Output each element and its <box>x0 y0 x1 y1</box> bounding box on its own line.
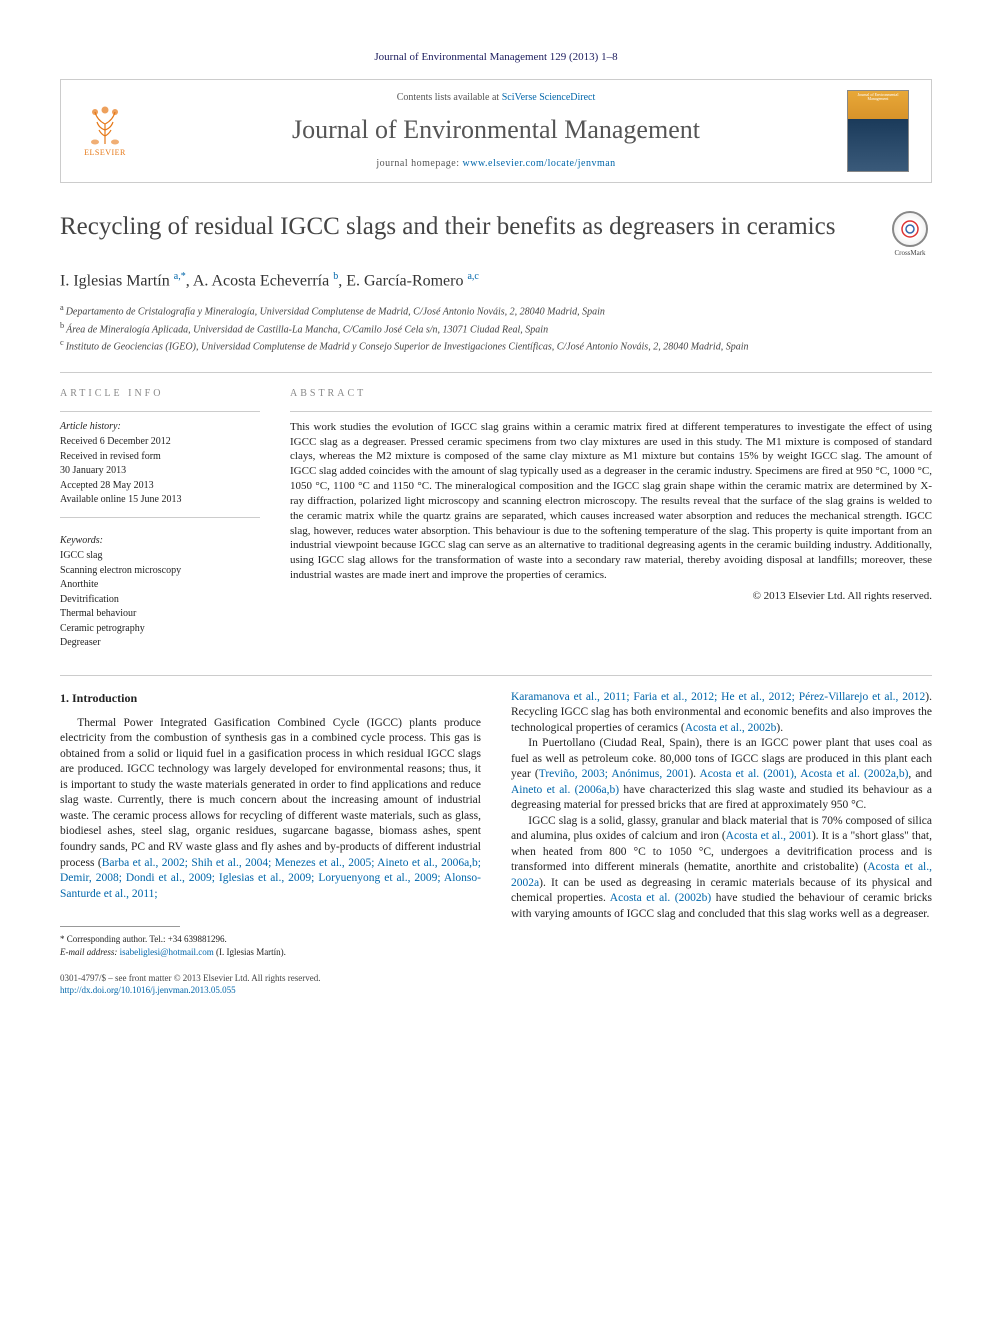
journal-banner: ELSEVIER Contents lists available at Sci… <box>60 79 932 183</box>
banner-center: Contents lists available at SciVerse Sci… <box>145 91 847 171</box>
rule-mid <box>60 675 932 676</box>
affiliations: aDepartamento de Cristalografía y Minera… <box>60 302 932 354</box>
affiliation-c: cInstituto de Geociencias (IGEO), Univer… <box>60 337 932 354</box>
p2-c: , and <box>908 768 932 780</box>
affiliation-a: aDepartamento de Cristalografía y Minera… <box>60 302 932 319</box>
citation[interactable]: Aineto et al. (2006a,b) <box>511 784 619 796</box>
abstract-block: ABSTRACT This work studies the evolution… <box>290 387 932 651</box>
publisher-name: ELSEVIER <box>84 148 126 159</box>
keyword: Scanning electron microscopy <box>60 564 260 578</box>
email-line: E-mail address: isabeliglesi@hotmail.com… <box>60 946 481 959</box>
header-citation: Journal of Environmental Management 129 … <box>60 50 932 65</box>
sciencedirect-link[interactable]: SciVerse ScienceDirect <box>502 92 596 103</box>
keyword: Thermal behaviour <box>60 607 260 621</box>
contents-prefix: Contents lists available at <box>397 92 502 103</box>
abstract-heading: ABSTRACT <box>290 387 932 401</box>
keyword: Devitrification <box>60 593 260 607</box>
keyword: Anorthite <box>60 578 260 592</box>
history-line: Accepted 28 May 2013 <box>60 479 260 493</box>
authors-line: I. Iglesias Martín a,*, A. Acosta Echeve… <box>60 270 932 292</box>
abstract-rule <box>290 411 932 412</box>
info-rule-1 <box>60 411 260 412</box>
intro-para-1: Thermal Power Integrated Gasification Co… <box>60 716 481 902</box>
citation-group[interactable]: Karamanova et al., 2011; Faria et al., 2… <box>511 691 925 703</box>
rule-top <box>60 372 932 373</box>
citation[interactable]: Acosta et al. (2002b) <box>610 892 711 904</box>
footnotes: * Corresponding author. Tel.: +34 639881… <box>60 933 481 958</box>
homepage-link[interactable]: www.elsevier.com/locate/jenvman <box>463 158 616 169</box>
crossmark-label: CrossMark <box>888 249 932 258</box>
info-rule-2 <box>60 517 260 518</box>
section-heading-intro: 1. Introduction <box>60 690 481 706</box>
email-label: E-mail address: <box>60 947 120 957</box>
intro-para-3: IGCC slag is a solid, glassy, granular a… <box>511 814 932 923</box>
journal-name: Journal of Environmental Management <box>145 112 847 147</box>
footnote-separator <box>60 926 180 927</box>
keyword: Degreaser <box>60 636 260 650</box>
intro-para-1-cont: Karamanova et al., 2011; Faria et al., 2… <box>511 690 932 737</box>
citation[interactable]: Acosta et al., 2001 <box>726 830 812 842</box>
page-container: Journal of Environmental Management 129 … <box>0 0 992 1037</box>
article-info-heading: ARTICLE INFO <box>60 387 260 401</box>
abstract-text: This work studies the evolution of IGCC … <box>290 420 932 583</box>
front-matter-line: 0301-4797/$ – see front matter © 2013 El… <box>60 972 481 984</box>
elsevier-logo: ELSEVIER <box>75 101 135 161</box>
doi-link[interactable]: http://dx.doi.org/10.1016/j.jenvman.2013… <box>60 984 481 996</box>
keyword: Ceramic petrography <box>60 622 260 636</box>
keywords-block: Keywords: IGCC slag Scanning electron mi… <box>60 534 260 650</box>
contents-line: Contents lists available at SciVerse Sci… <box>145 91 847 105</box>
column-left: 1. Introduction Thermal Power Integrated… <box>60 690 481 997</box>
column-right: Karamanova et al., 2011; Faria et al., 2… <box>511 690 932 997</box>
crossmark-widget[interactable]: CrossMark <box>888 211 932 258</box>
article-title: Recycling of residual IGCC slags and the… <box>60 211 868 242</box>
title-row: Recycling of residual IGCC slags and the… <box>60 211 932 258</box>
aff-c-text: Instituto de Geociencias (IGEO), Univers… <box>66 341 749 352</box>
aff-a-text: Departamento de Cristalografía y Mineral… <box>66 307 605 318</box>
corresponding-author: * Corresponding author. Tel.: +34 639881… <box>60 933 481 946</box>
email-suffix: (I. Iglesias Martín). <box>214 947 286 957</box>
abstract-copyright: © 2013 Elsevier Ltd. All rights reserved… <box>290 589 932 604</box>
p1-text: Thermal Power Integrated Gasification Co… <box>60 717 481 869</box>
citation[interactable]: Acosta et al., 2002b <box>685 722 777 734</box>
crossmark-icon <box>892 211 928 247</box>
history-line: Received 6 December 2012 <box>60 435 260 449</box>
elsevier-tree-icon <box>81 102 129 146</box>
body-columns: 1. Introduction Thermal Power Integrated… <box>60 690 932 997</box>
cover-thumb-title: Journal of Environmental Management <box>848 91 908 104</box>
p2-b: ). <box>689 768 699 780</box>
affiliation-b: bÁrea de Mineralogía Aplicada, Universid… <box>60 320 932 337</box>
citation-group[interactable]: Barba et al., 2002; Shih et al., 2004; M… <box>60 857 481 900</box>
homepage-line: journal homepage: www.elsevier.com/locat… <box>145 157 847 171</box>
keywords-label: Keywords: <box>60 534 260 548</box>
info-abstract-row: ARTICLE INFO Article history: Received 6… <box>60 387 932 651</box>
history-line: Available online 15 June 2013 <box>60 493 260 507</box>
journal-cover-thumbnail: Journal of Environmental Management <box>847 90 909 172</box>
p1b-close: ). <box>776 722 783 734</box>
footer-block: 0301-4797/$ – see front matter © 2013 El… <box>60 972 481 996</box>
email-link[interactable]: isabeliglesi@hotmail.com <box>120 947 214 957</box>
intro-para-2: In Puertollano (Ciudad Real, Spain), the… <box>511 736 932 814</box>
history-line: Received in revised form <box>60 450 260 464</box>
citation[interactable]: Acosta et al. (2001), Acosta et al. (200… <box>700 768 909 780</box>
history-line: 30 January 2013 <box>60 464 260 478</box>
homepage-prefix: journal homepage: <box>376 158 462 169</box>
article-info-block: ARTICLE INFO Article history: Received 6… <box>60 387 260 651</box>
citation[interactable]: Treviño, 2003; Anónimus, 2001 <box>539 768 690 780</box>
keyword: IGCC slag <box>60 549 260 563</box>
cover-thumb-block: Journal of Environmental Management <box>847 90 917 172</box>
publisher-logo-block: ELSEVIER <box>75 101 145 161</box>
aff-b-text: Área de Mineralogía Aplicada, Universida… <box>66 324 548 335</box>
history-label: Article history: <box>60 420 260 434</box>
